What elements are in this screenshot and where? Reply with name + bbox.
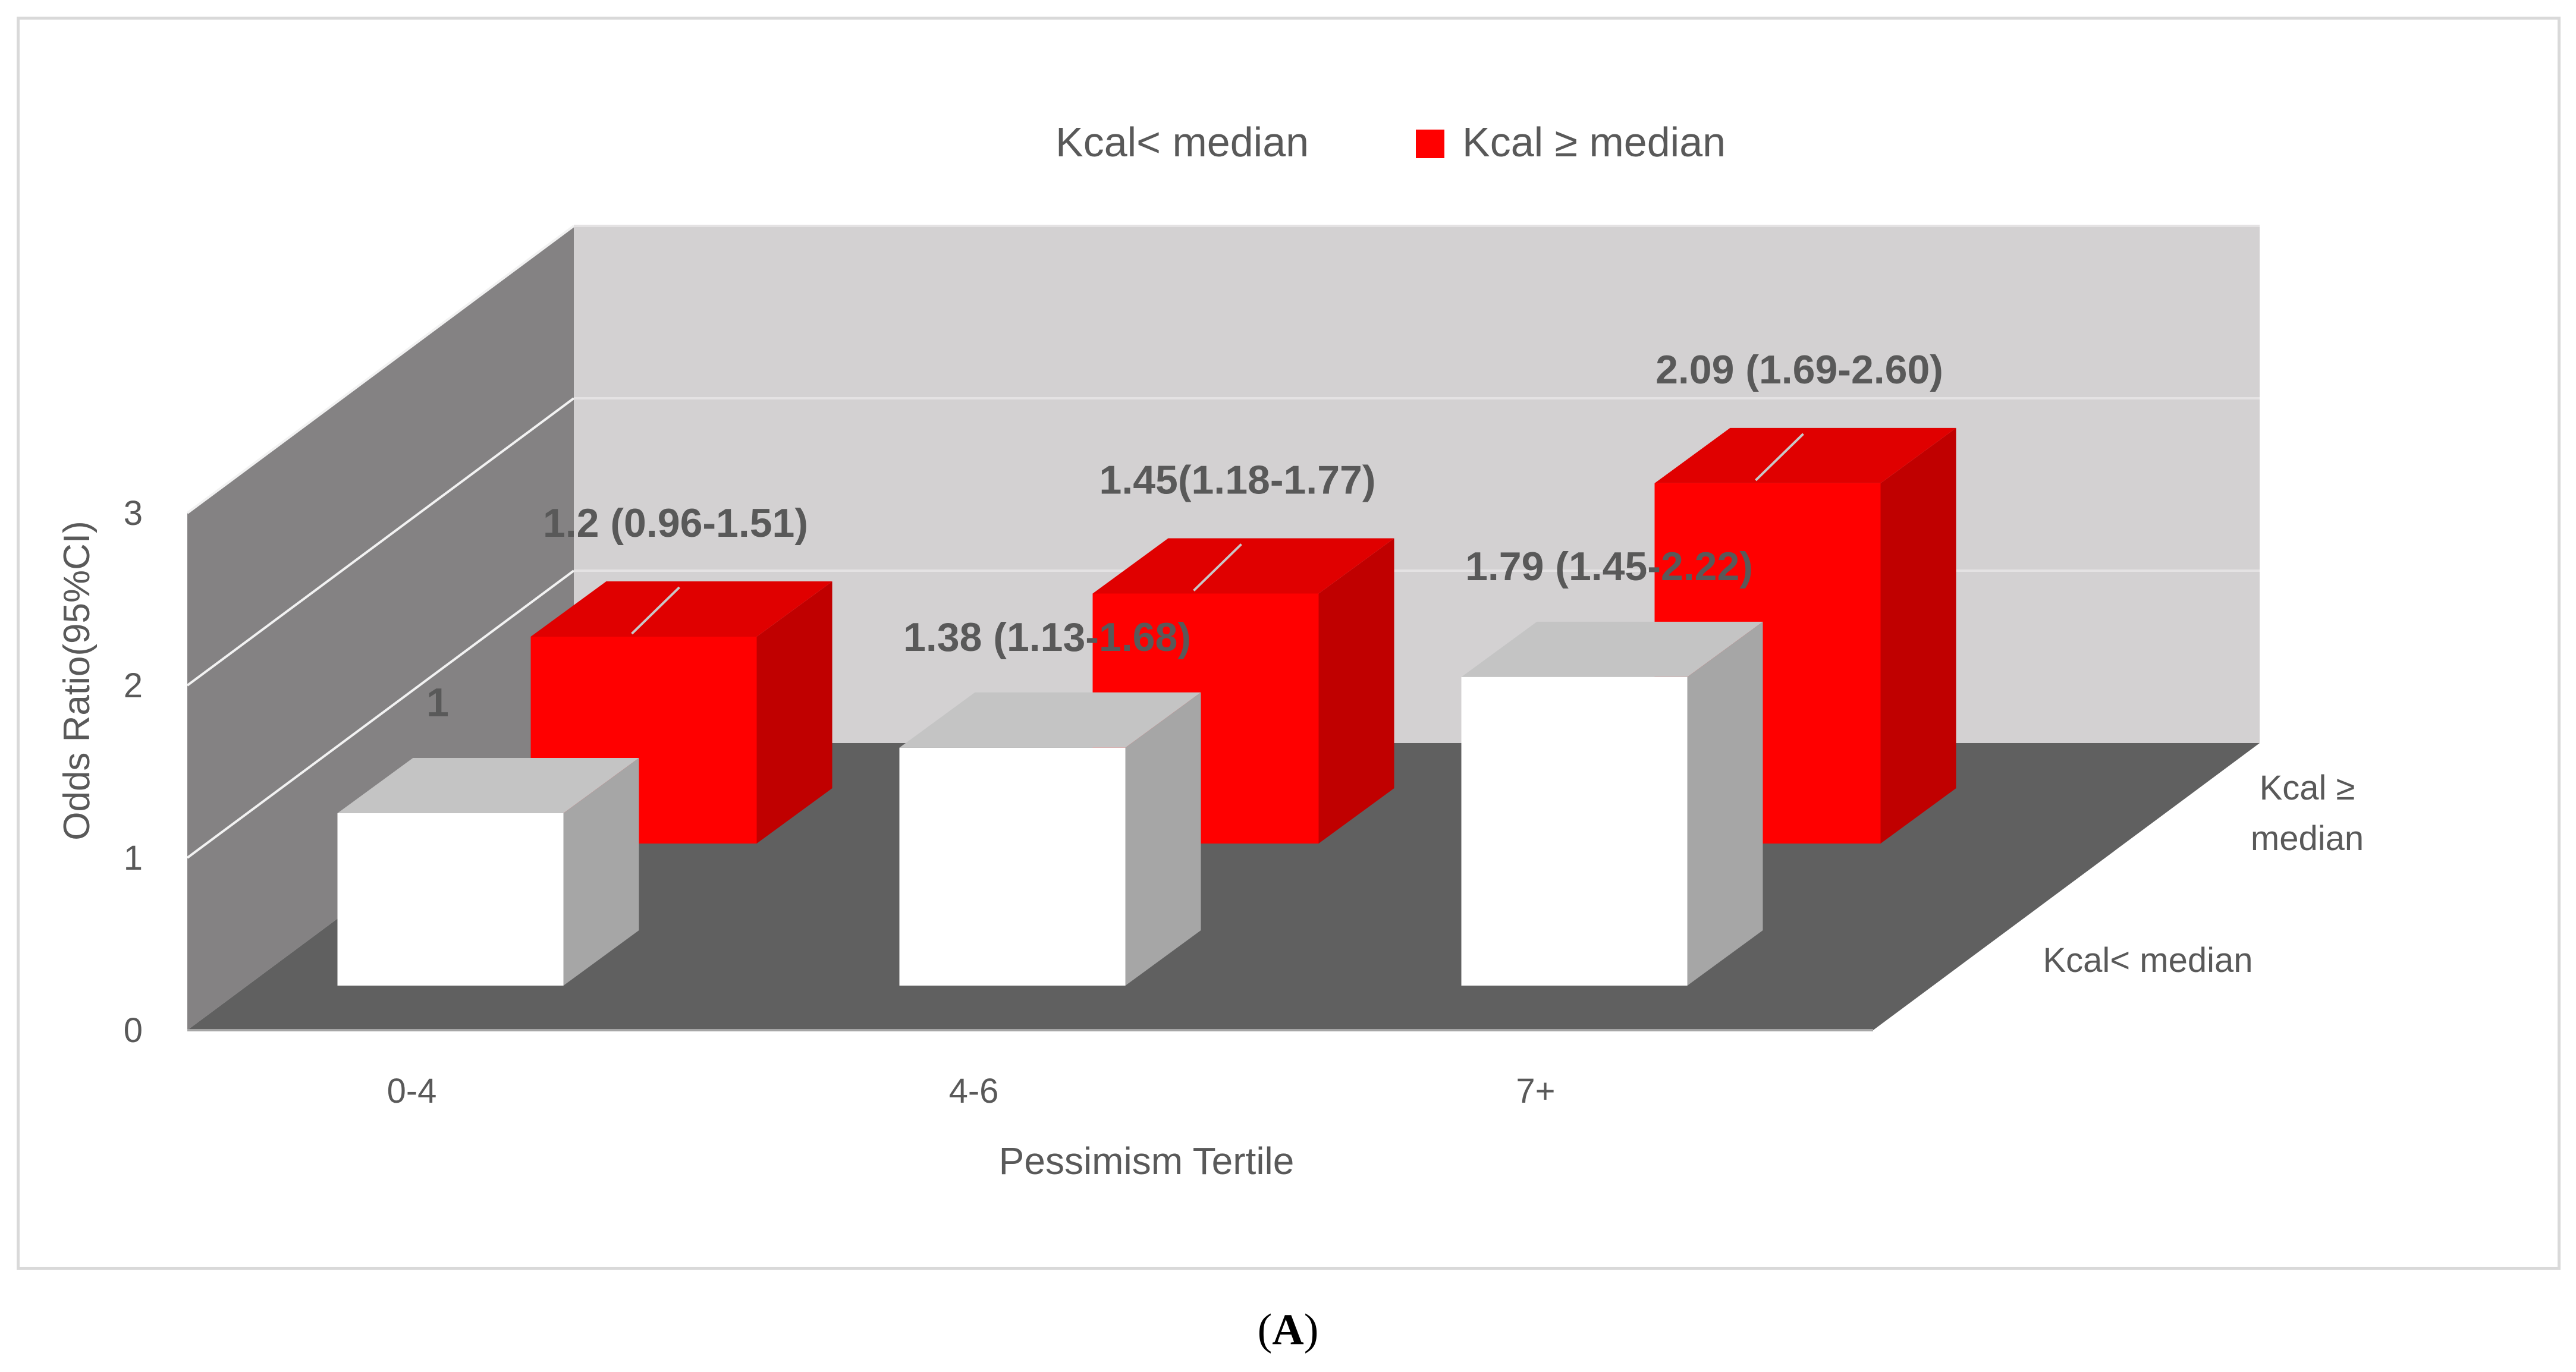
data-label: 1.79 (1.45-2.22) bbox=[1465, 544, 1753, 589]
y-tick-label: 2 bbox=[124, 666, 143, 705]
bar-high-2-side bbox=[1880, 427, 1956, 844]
x-tick-label: 4-6 bbox=[949, 1072, 999, 1110]
label-leader bbox=[1755, 433, 1804, 482]
x-axis-title: Pessimism Tertile bbox=[999, 1140, 1295, 1182]
bar-high-0 bbox=[530, 581, 833, 844]
panel-label: (A) bbox=[1257, 1305, 1319, 1354]
side-wall bbox=[187, 226, 574, 1030]
x-tick-label: 7+ bbox=[1516, 1072, 1555, 1110]
y-tick-label: 1 bbox=[124, 839, 143, 877]
legend-label-high: Kcal ≥ median bbox=[1462, 119, 1726, 165]
data-label: 1.45(1.18-1.77) bbox=[1099, 458, 1376, 503]
bar-low-2-front bbox=[1461, 676, 1688, 986]
data-label: 1.2 (0.96-1.51) bbox=[543, 501, 808, 546]
legend-swatch-high bbox=[1416, 130, 1444, 158]
bar-low-0 bbox=[337, 758, 639, 986]
label-leader bbox=[1193, 543, 1242, 591]
gridline-side bbox=[186, 569, 575, 859]
bar-low-1-front bbox=[899, 747, 1126, 986]
bar-low-0-top bbox=[337, 758, 639, 813]
bar-low-2-top bbox=[1461, 621, 1763, 677]
bar-high-0-top bbox=[530, 581, 833, 637]
gridline-side bbox=[186, 397, 575, 687]
bar-high-1-side bbox=[1318, 538, 1394, 844]
x-tick-label: 0-4 bbox=[387, 1072, 437, 1110]
bar-low-1 bbox=[899, 692, 1201, 986]
bar-low-0-side bbox=[563, 758, 639, 986]
legend-label-low: Kcal< median bbox=[1055, 119, 1309, 165]
bar-low-1-top bbox=[899, 692, 1201, 748]
y-tick-label: 3 bbox=[124, 494, 143, 533]
bar-low-2 bbox=[1461, 621, 1763, 986]
bar-high-2-top bbox=[1654, 427, 1956, 483]
gridline-side bbox=[186, 225, 575, 514]
bar-low-1-side bbox=[1125, 692, 1201, 986]
data-label: 1.38 (1.13-1.68) bbox=[903, 615, 1191, 660]
bar-low-0-front bbox=[337, 813, 564, 986]
y-tick-label: 0 bbox=[124, 1011, 143, 1050]
depth-tick-label: Kcal< median bbox=[2043, 941, 2253, 980]
data-label: 2.09 (1.69-2.60) bbox=[1655, 347, 1943, 392]
bar-low-2-side bbox=[1687, 621, 1763, 986]
bar-high-0-side bbox=[756, 581, 833, 844]
data-label: 1 bbox=[426, 680, 449, 725]
y-axis-title: Odds Ratio(95%CI) bbox=[56, 521, 98, 841]
bar-high-1-top bbox=[1092, 538, 1394, 594]
label-leader bbox=[631, 586, 680, 635]
depth-tick-label: Kcal ≥ median bbox=[2251, 769, 2364, 858]
